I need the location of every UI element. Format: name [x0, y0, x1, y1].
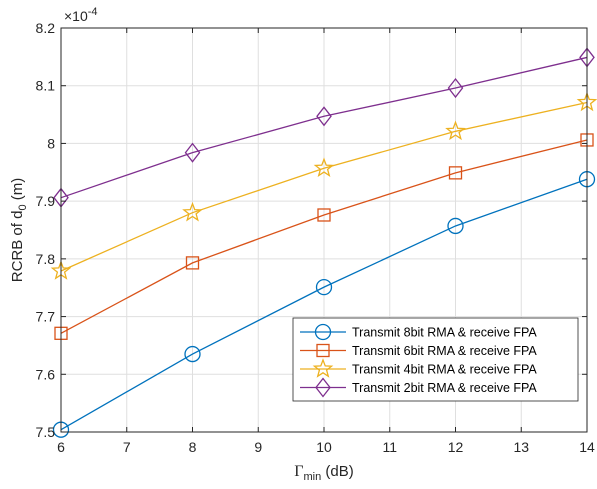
x-tick-label: 6 — [57, 439, 65, 455]
data-point-square — [448, 166, 463, 180]
legend-entry: Transmit 4bit RMA & receive FPA — [300, 358, 537, 378]
x-tick-label: 14 — [579, 439, 595, 455]
y-tick-label: 8 — [47, 135, 55, 151]
x-axis-label-symbol: Γ — [294, 463, 303, 480]
y-tick-label: 7.9 — [36, 193, 56, 209]
y-tick-label: 8.2 — [36, 20, 56, 36]
data-point-star — [313, 157, 335, 178]
legend-marker-circle — [314, 323, 332, 341]
legend-entry: Transmit 8bit RMA & receive FPA — [300, 323, 537, 341]
data-point-square — [185, 256, 200, 270]
x-tick-label: 12 — [448, 439, 464, 455]
x-tick-label: 7 — [123, 439, 131, 455]
y-tick-label: 7.8 — [36, 251, 56, 267]
legend-entry: Transmit 6bit RMA & receive FPA — [300, 343, 537, 358]
data-point-star — [445, 120, 466, 141]
legend-label: Transmit 4bit RMA & receive FPA — [352, 363, 537, 377]
x-tick-label: 8 — [189, 439, 197, 455]
data-point-diamond — [316, 106, 332, 127]
legend-marker-star — [312, 358, 334, 378]
legend-marker-square — [316, 343, 330, 358]
x-tick-label: 13 — [513, 439, 529, 455]
data-point-diamond — [184, 142, 201, 163]
legend-label: Transmit 2bit RMA & receive FPA — [352, 381, 537, 395]
series-line — [60, 178, 588, 431]
legend-marker-diamond — [315, 377, 331, 398]
x-axis-label: Γmin (dB) — [294, 463, 354, 483]
x-tick-label: 11 — [382, 439, 397, 455]
data-point-circle — [447, 217, 464, 235]
y-tick-label: 7.5 — [36, 424, 56, 440]
series-line — [60, 56, 588, 199]
y-axis-label-sub: 0 — [17, 204, 29, 210]
series-line — [60, 101, 588, 272]
data-point-circle — [184, 345, 201, 363]
y-tick-label: 8.1 — [36, 78, 56, 94]
x-axis-label-sub: min — [304, 471, 322, 483]
x-tick-label: 9 — [254, 439, 262, 455]
y-axis-label-rest: (m) — [9, 178, 26, 205]
x-axis-label-rest: (dB) — [321, 463, 354, 480]
series-line — [60, 139, 588, 334]
y-axis-label-main: RCRB of d — [9, 211, 26, 283]
legend-label: Transmit 6bit RMA & receive FPA — [352, 344, 537, 358]
y-axis-label: RCRB of d0 (m) — [9, 178, 29, 282]
data-point-diamond — [447, 77, 464, 99]
ticks: 6 7 8 9 10 11 12 13 14 7.5 7.6 7.7 7.8 7.9 8 8.1 8.2 — [36, 20, 595, 455]
y-tick-label: 7.7 — [36, 309, 56, 325]
data-point-square — [317, 208, 331, 222]
legend: Transmit 8bit RMA & receive FPA Transmit … — [292, 317, 579, 402]
y-exponent-power: -4 — [88, 6, 98, 18]
x-tick-label: 10 — [316, 439, 332, 455]
y-tick-label: 7.6 — [36, 366, 56, 382]
data-point-circle — [315, 278, 333, 296]
legend-label: Transmit 8bit RMA & receive FPA — [352, 326, 537, 340]
legend-entry: Transmit 2bit RMA & receive FPA — [300, 377, 537, 398]
y-exponent-label: ×10-4 — [64, 6, 98, 24]
data-point-star — [182, 201, 203, 222]
